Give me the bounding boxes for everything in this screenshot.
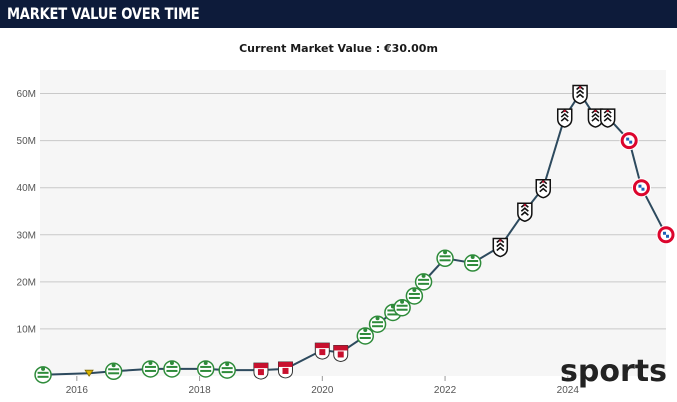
braga-crest-marker <box>253 362 269 380</box>
fulham-crest-marker <box>556 108 573 128</box>
sporting-crest-marker <box>34 366 52 384</box>
sporting-crest-marker <box>141 360 160 378</box>
y-axis: 10M 20M 30M 40M 50M 60M <box>17 89 36 335</box>
section-title: MARKET VALUE OVER TIME <box>7 4 200 23</box>
x-tick-label: 2024 <box>557 385 580 396</box>
y-tick-label: 60M <box>17 89 36 100</box>
bayern-crest-marker <box>656 225 676 245</box>
section-header: MARKET VALUE OVER TIME <box>0 0 677 28</box>
bayern-crest-marker <box>619 131 639 151</box>
x-tick-label: 2022 <box>434 385 457 396</box>
sporting-crest-marker <box>436 249 454 268</box>
club-marker <box>84 369 94 377</box>
sporting-crest-marker <box>414 273 433 291</box>
grid-lines <box>40 93 666 330</box>
watermark-logo: sports <box>560 354 667 389</box>
x-tick-label: 2020 <box>311 385 334 396</box>
sporting-crest-marker <box>356 327 375 345</box>
braga-crest-marker <box>277 361 293 379</box>
y-tick-label: 40M <box>17 183 36 194</box>
bayern-crest-marker <box>631 178 651 198</box>
fulham-crest-marker <box>599 108 616 128</box>
sporting-crest-marker <box>405 287 424 305</box>
sporting-crest-marker <box>393 298 411 317</box>
value-markers <box>34 84 676 384</box>
fulham-crest-marker <box>492 237 509 258</box>
fulham-crest-marker <box>517 202 533 223</box>
current-market-value: Current Market Value : €30.00m <box>239 42 438 55</box>
fulham-crest-marker <box>535 178 552 199</box>
sporting-crest-marker <box>104 362 123 381</box>
x-axis: 2016 2018 2020 2022 2024 <box>66 376 580 396</box>
y-tick-label: 50M <box>17 136 36 147</box>
braga-crest-marker <box>314 342 330 360</box>
fulham-crest-marker <box>572 84 588 105</box>
sporting-crest-marker <box>196 360 215 378</box>
sporting-crest-marker <box>163 360 181 378</box>
y-tick-label: 30M <box>17 230 36 241</box>
sporting-crest-marker <box>368 315 387 333</box>
y-tick-label: 10M <box>17 324 36 335</box>
y-tick-label: 20M <box>17 277 36 288</box>
x-tick-label: 2016 <box>66 385 89 396</box>
sporting-crest-marker <box>463 254 482 272</box>
sporting-crest-marker <box>218 361 236 379</box>
x-tick-label: 2018 <box>188 385 211 396</box>
braga-crest-marker <box>333 344 349 362</box>
